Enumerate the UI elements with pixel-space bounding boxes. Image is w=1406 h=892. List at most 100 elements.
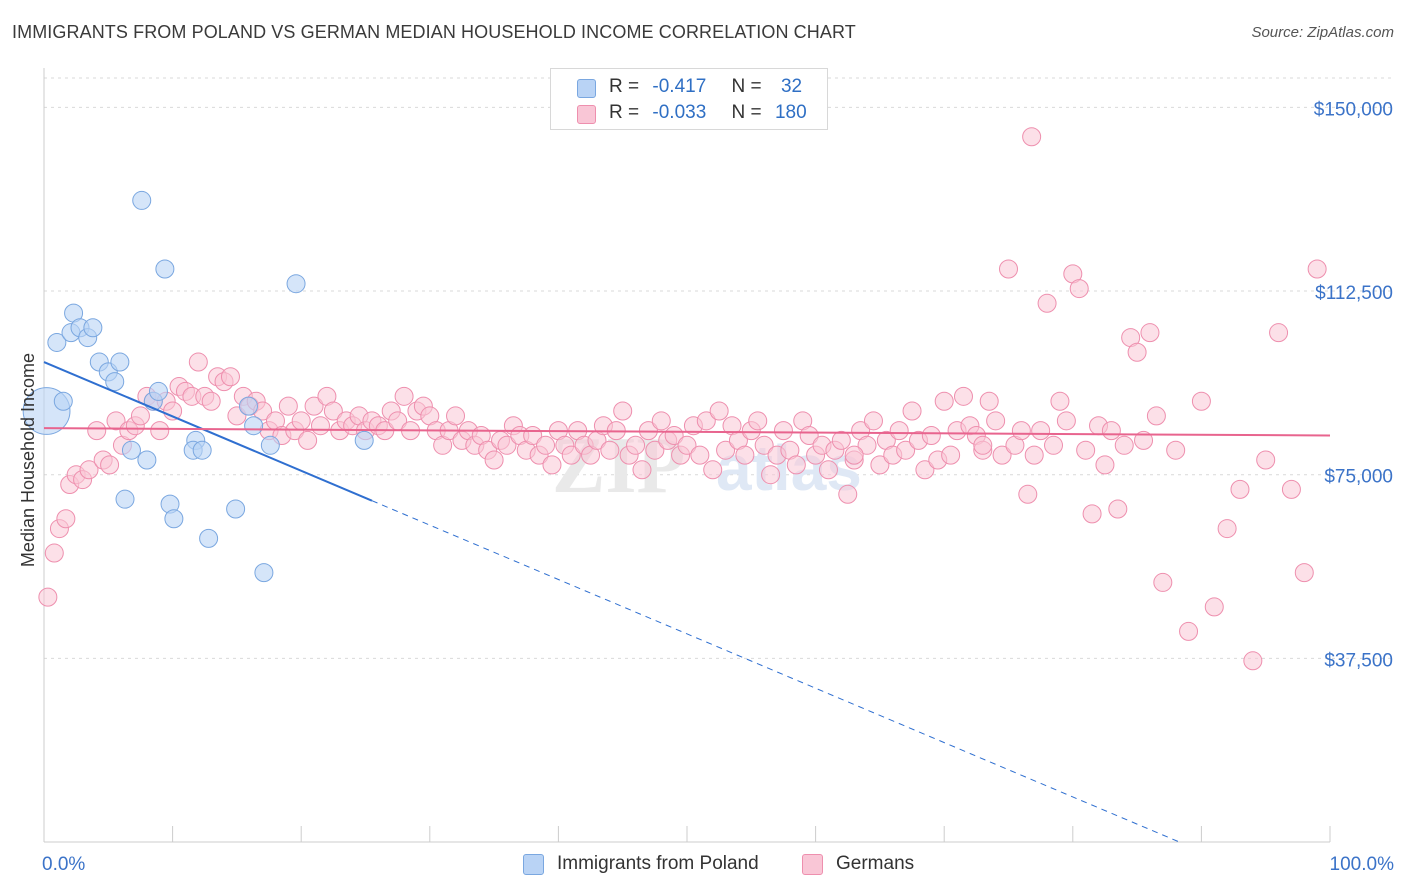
- german-point: [844, 445, 864, 465]
- german-point: [1044, 435, 1064, 455]
- german-point: [786, 455, 806, 475]
- r-value-german: -0.033: [652, 102, 707, 123]
- german-point: [1095, 455, 1115, 475]
- y-tick-label: $75,000: [1324, 467, 1393, 488]
- poland-point: [260, 435, 280, 455]
- poland-trend-line: [43, 361, 373, 502]
- german-point: [941, 445, 961, 465]
- poland-point: [286, 274, 306, 294]
- german-point: [1146, 406, 1166, 426]
- german-point: [106, 411, 126, 431]
- german-point: [298, 430, 318, 450]
- german-point: [220, 367, 240, 387]
- german-point: [394, 386, 414, 406]
- german-point: [979, 391, 999, 411]
- german-point: [709, 401, 729, 421]
- german-point: [626, 435, 646, 455]
- german-point: [1101, 421, 1121, 441]
- german-point: [87, 421, 107, 441]
- german-legend-label: Germans: [836, 853, 915, 874]
- german-point: [921, 426, 941, 446]
- poland-point: [105, 372, 125, 392]
- german-point: [677, 435, 697, 455]
- german-point: [1307, 259, 1327, 279]
- german-point: [201, 391, 221, 411]
- german-point: [1108, 499, 1128, 519]
- german-point: [773, 421, 793, 441]
- legend-stats-poland: R = -0.417 N = 32: [609, 74, 802, 100]
- german-point: [973, 435, 993, 455]
- poland-legend-label: Immigrants from Poland: [557, 853, 759, 874]
- german-point: [323, 401, 343, 421]
- german-point: [735, 445, 755, 465]
- german-point: [1153, 572, 1173, 592]
- german-points: [38, 127, 1327, 671]
- german-point: [1076, 440, 1096, 460]
- r-label: R =: [609, 102, 640, 123]
- r-value-poland: -0.417: [652, 76, 707, 97]
- poland-point: [47, 332, 67, 352]
- german-point: [986, 411, 1006, 431]
- german-point: [56, 509, 76, 529]
- german-point: [484, 450, 504, 470]
- german-point: [1114, 435, 1134, 455]
- german-point: [310, 416, 330, 436]
- german-point: [703, 460, 723, 480]
- german-point: [291, 411, 311, 431]
- german-point: [651, 411, 671, 431]
- n-label: N =: [731, 102, 762, 123]
- german-point: [1127, 342, 1147, 362]
- german-point: [799, 426, 819, 446]
- poland-point: [238, 396, 258, 416]
- poland-point: [121, 440, 141, 460]
- n-value-poland: 32: [780, 76, 803, 97]
- german-point: [645, 440, 665, 460]
- poland-point: [354, 430, 374, 450]
- german-point: [896, 440, 916, 460]
- poland-points: [22, 190, 374, 583]
- poland-trend-extension: [371, 500, 1180, 843]
- y-axis-label: Median Household Income: [18, 353, 38, 567]
- y-tick-label: $37,500: [1324, 650, 1393, 671]
- poland-point: [155, 259, 175, 279]
- y-tick-label: $150,000: [1314, 99, 1393, 120]
- german-point: [838, 484, 858, 504]
- german-point: [1018, 484, 1038, 504]
- german-point: [188, 352, 208, 372]
- german-point: [1050, 391, 1070, 411]
- german-point: [902, 401, 922, 421]
- german-point: [716, 440, 736, 460]
- german-point: [934, 391, 954, 411]
- german-point: [38, 587, 58, 607]
- german-point: [100, 455, 120, 475]
- poland-point: [137, 450, 157, 470]
- german-point: [600, 440, 620, 460]
- german-point: [1056, 411, 1076, 431]
- german-point: [561, 445, 581, 465]
- german-point: [44, 543, 64, 563]
- x-tick-label-end: 100.0%: [1330, 854, 1395, 875]
- poland-point: [53, 391, 73, 411]
- german-point: [1281, 479, 1301, 499]
- german-point: [748, 411, 768, 431]
- german-point: [1082, 504, 1102, 524]
- german-point: [1294, 563, 1314, 583]
- legend-row-poland: R = -0.417 N = 32: [551, 74, 827, 100]
- legend-row-german: R = -0.033 N = 180: [551, 100, 827, 126]
- german-legend-swatch: [802, 854, 823, 875]
- chart-title: IMMIGRANTS FROM POLAND VS GERMAN MEDIAN …: [12, 22, 856, 42]
- german-point: [1230, 479, 1250, 499]
- poland-swatch: [577, 79, 596, 98]
- german-point: [696, 411, 716, 431]
- german-point: [870, 455, 890, 475]
- german-point: [278, 396, 298, 416]
- n-label: N =: [731, 76, 762, 97]
- german-point: [1179, 621, 1199, 641]
- german-point: [130, 406, 150, 426]
- german-point: [1022, 127, 1042, 147]
- german-point: [1069, 279, 1089, 299]
- poland-legend-swatch: [523, 854, 544, 875]
- german-point: [1256, 450, 1276, 470]
- german-point: [542, 455, 562, 475]
